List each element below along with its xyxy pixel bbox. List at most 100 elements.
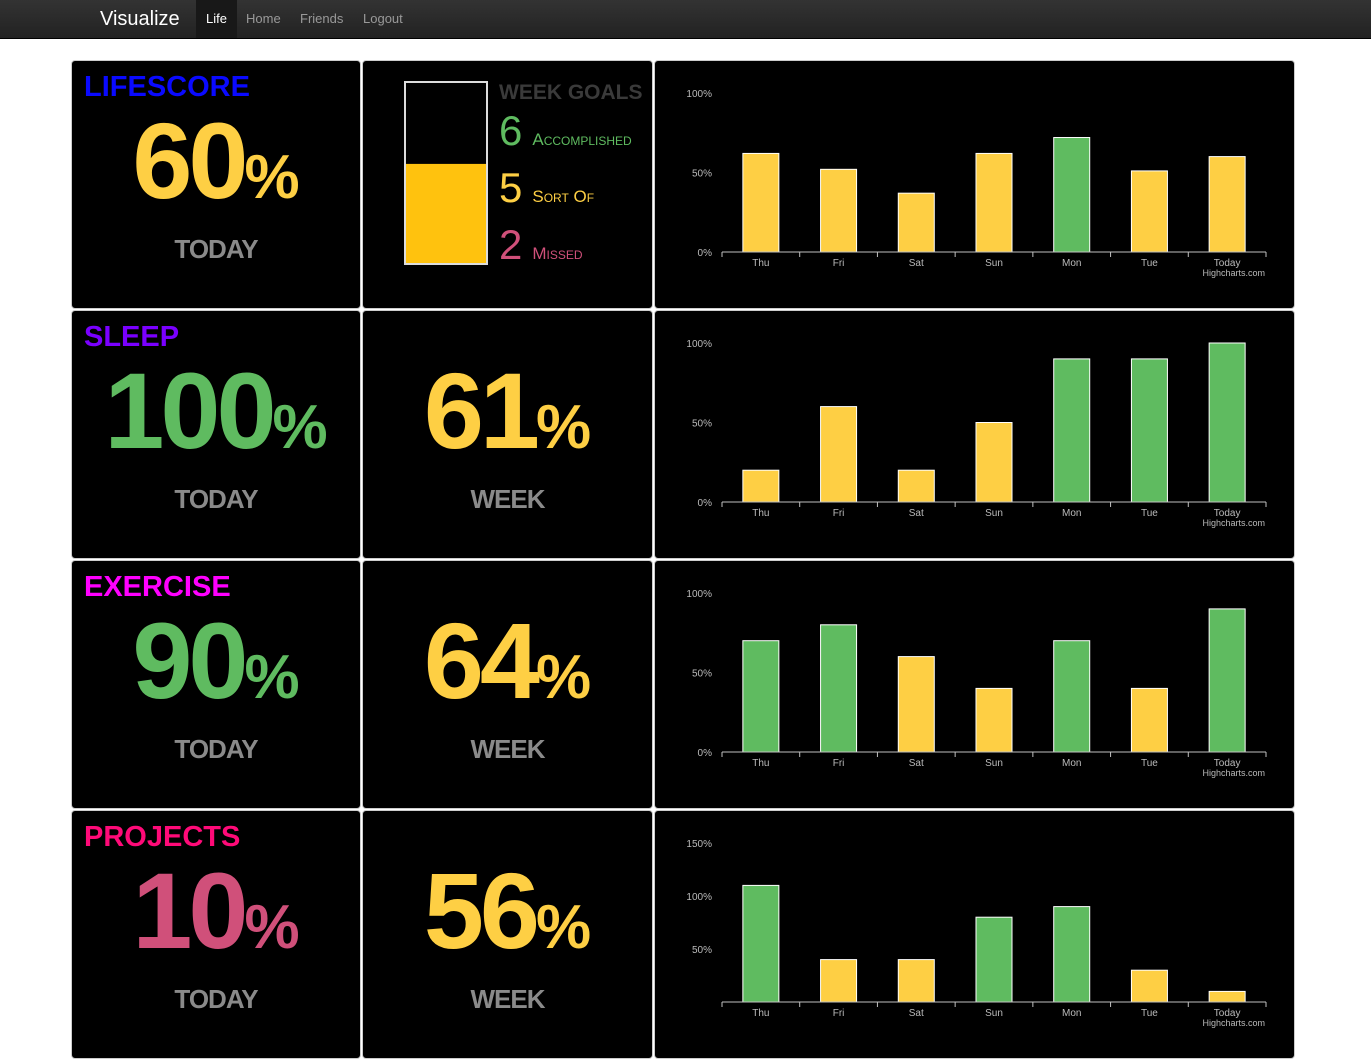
x-tick-label: Sat	[909, 1008, 924, 1019]
bar	[1208, 990, 1246, 1003]
week-goals-title: WEEK GOALS	[499, 81, 643, 104]
goal-count: 5	[499, 164, 523, 211]
bar	[1053, 906, 1091, 1003]
x-tick-label: Mon	[1062, 258, 1081, 269]
y-tick-label: 50%	[692, 945, 712, 956]
bar	[1053, 358, 1091, 503]
x-tick-label: Sat	[909, 758, 924, 769]
number: 64	[423, 600, 540, 721]
y-tick-label: 0%	[698, 248, 713, 259]
today-label: TODAY	[174, 234, 258, 264]
nav-link[interactable]: Friends	[300, 11, 344, 26]
bar	[1130, 358, 1168, 503]
bar	[742, 152, 780, 253]
goal-count: 2	[499, 221, 523, 268]
big-number: 60%	[72, 101, 360, 221]
bar	[1208, 342, 1246, 503]
big-number: 10%	[72, 851, 360, 971]
chart-tile: 0% 50% 100% Thu Fri Sat Sun Mon Tue Today Highchar…	[654, 310, 1295, 559]
row-title: PROJECTS	[84, 821, 241, 853]
y-tick-label: 0%	[698, 748, 713, 759]
gauge-fill	[405, 163, 487, 264]
x-tick-label: Thu	[752, 508, 769, 519]
chart-tile: 0% 50% 100% Thu Fri Sat Sun Mon Tue Today Highchar…	[654, 560, 1295, 809]
x-tick-label: Tue	[1141, 258, 1158, 269]
row-title: SLEEP	[84, 321, 180, 353]
x-tick-label: Tue	[1141, 758, 1158, 769]
week-tile: 64% WEEK	[362, 560, 653, 809]
x-tick-label: Mon	[1062, 508, 1081, 519]
nav-link[interactable]: Logout	[363, 11, 403, 26]
row-title: LIFESCORE	[84, 71, 250, 103]
bar	[897, 192, 935, 253]
y-tick-label: 50%	[692, 669, 712, 680]
unit: %	[244, 143, 300, 212]
x-tick-label: Tue	[1141, 1008, 1158, 1019]
bar	[1053, 640, 1091, 753]
credit: Highcharts.com	[1202, 1018, 1265, 1028]
number: 90	[132, 600, 248, 721]
today-label: TODAY	[174, 734, 258, 764]
unit: %	[244, 893, 300, 962]
x-tick-label: Fri	[833, 258, 845, 269]
bar	[742, 884, 780, 1003]
big-number: 61%	[363, 351, 652, 471]
x-tick-label: Today	[1214, 758, 1241, 769]
week-tile: WEEK GOALS 6 Accomplished 5 Sort Of 2 Missed	[362, 60, 653, 309]
week-label: WEEK	[470, 484, 546, 514]
y-tick-label: 0%	[698, 498, 713, 509]
y-tick-label: 100%	[686, 589, 712, 600]
x-tick-label: Fri	[833, 1008, 845, 1019]
bar	[820, 168, 858, 253]
y-tick-label: 100%	[686, 892, 712, 903]
unit: %	[536, 893, 592, 962]
y-tick-label: 100%	[686, 339, 712, 350]
x-tick-label: Sun	[985, 258, 1003, 269]
bar	[1130, 969, 1168, 1003]
brand[interactable]: Visualize	[100, 8, 180, 30]
chart: 0% 50% 100% Thu Fri Sat Sun Mon Tue TodayHighchar…	[686, 589, 1267, 778]
goal-count: 6	[499, 107, 523, 154]
bar	[897, 656, 935, 753]
x-tick-label: Mon	[1062, 1008, 1081, 1019]
big-number: 100%	[72, 351, 360, 471]
goal-item: 5 Sort Of	[499, 163, 594, 213]
number: 61	[423, 350, 540, 471]
today-label: TODAY	[174, 984, 258, 1014]
y-tick-label: 150%	[686, 839, 712, 850]
x-tick-label: Thu	[752, 258, 769, 269]
bar	[975, 687, 1013, 753]
credit: Highcharts.com	[1202, 518, 1265, 528]
score-tile: EXERCISE 90% TODAY	[71, 560, 361, 809]
bar	[1130, 687, 1168, 753]
x-tick-label: Sat	[909, 508, 924, 519]
chart: 0% 50% 100% Thu Fri Sat Sun Mon Tue TodayHighchar…	[686, 339, 1267, 528]
row-title: EXERCISE	[84, 571, 231, 603]
goal-item: 2 Missed	[499, 220, 583, 270]
unit: %	[536, 643, 592, 712]
x-tick-label: Sun	[985, 758, 1003, 769]
bar	[1053, 137, 1091, 253]
goal-label: Missed	[532, 244, 583, 263]
unit: %	[272, 393, 328, 462]
score-tile: PROJECTS 10% TODAY	[71, 810, 361, 1059]
week-tile: 56% WEEK	[362, 810, 653, 1059]
number: 10	[132, 850, 248, 971]
week-label: WEEK	[470, 984, 546, 1014]
x-tick-label: Fri	[833, 508, 845, 519]
nav-link[interactable]: Life	[196, 0, 237, 38]
x-tick-label: Sun	[985, 1008, 1003, 1019]
nav-link[interactable]: Home	[246, 11, 281, 26]
x-tick-label: Sat	[909, 258, 924, 269]
y-tick-label: 50%	[692, 169, 712, 180]
y-tick-label: 100%	[686, 89, 712, 100]
today-label: TODAY	[174, 484, 258, 514]
x-tick-label: Tue	[1141, 508, 1158, 519]
bar	[1130, 170, 1168, 253]
bar	[742, 640, 780, 753]
big-number: 90%	[72, 601, 360, 721]
bar	[1208, 608, 1246, 753]
week-label: WEEK	[470, 734, 546, 764]
number: 100	[104, 350, 276, 471]
